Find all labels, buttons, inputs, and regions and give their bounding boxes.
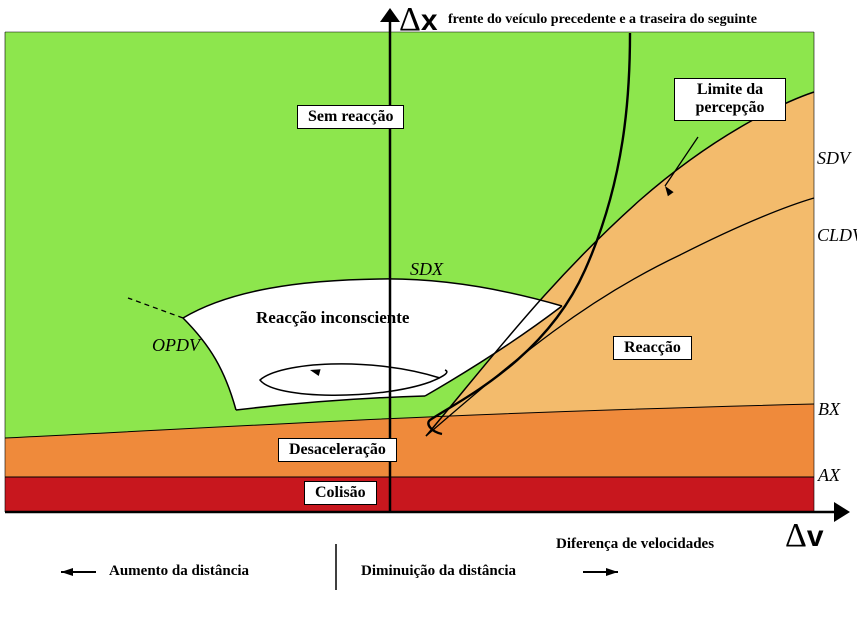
curve-label-opdv: OPDV [152,335,200,356]
region-sem-reaccao-label: Sem reacção [308,108,393,125]
threshold-label-bx: BX [818,399,840,420]
region-reaccao-box: Reacção [613,336,692,360]
curve-label-sdv: SDV [817,148,850,169]
bottom-diferenca-velocidades: Diferença de velocidades [556,536,714,553]
bottom-aumento: Aumento da distância [109,563,249,580]
region-sem-reaccao-box: Sem reacção [297,105,404,129]
region-limite-line2: percepção [695,99,764,116]
axis-x-delta-v: Δv [785,517,824,555]
region-desacel-box: Desaceleração [278,438,397,462]
axis-y-delta-x: Δx [399,1,438,39]
region-reaccao-inconsciente: Reacção inconsciente [256,308,409,328]
region-limite-box: Limite da percepção [674,78,786,121]
region-limite-line1: Limite da [697,81,763,98]
threshold-label-ax: AX [818,465,840,486]
axis-y-description: frente do veículo precedente e a traseir… [448,12,757,28]
region-colisao-box: Colisão [304,481,377,505]
curve-label-sdx: SDX [410,259,443,280]
region-desacel-label: Desaceleração [289,441,386,458]
region-reaccao-label: Reacção [624,339,681,356]
region-colisao-label: Colisão [315,484,366,501]
bottom-diminuicao: Diminuição da distância [361,563,516,580]
curve-label-cldv: CLDV [817,225,857,246]
